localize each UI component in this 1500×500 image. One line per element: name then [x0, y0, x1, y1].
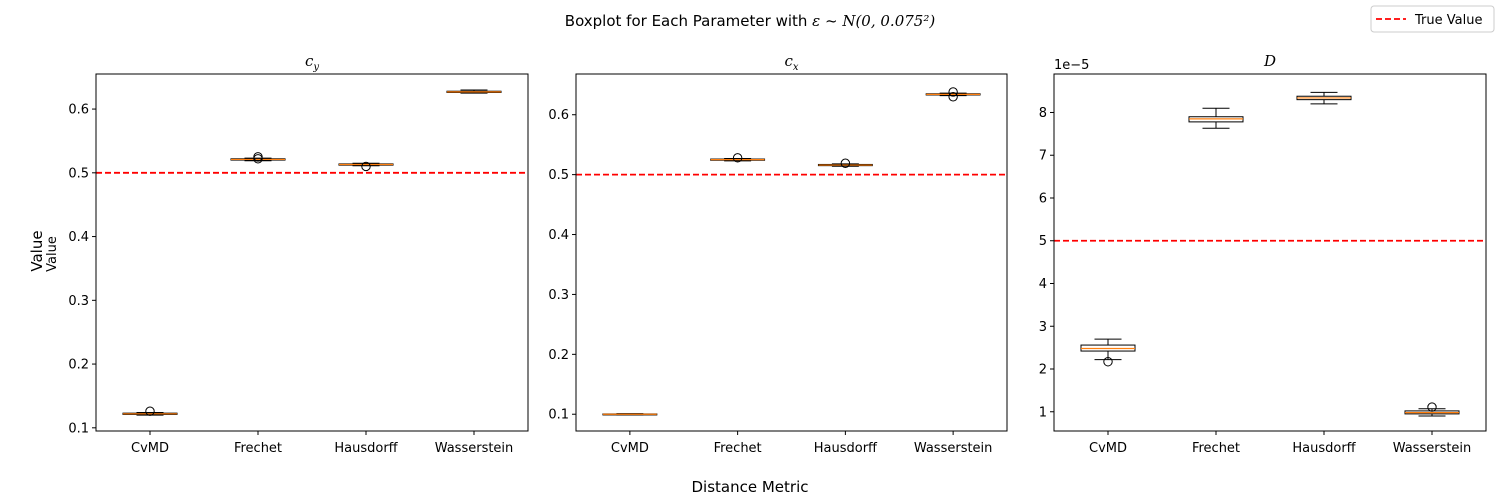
boxplot-hausdorff	[338, 161, 394, 172]
axes-frame	[1053, 73, 1487, 432]
x-tick-label: CvMD	[611, 441, 649, 456]
axes-1: cy 0.1 0.2 0.3 0.4 0.5 0.6 CvMD Frechet Hausdorff…	[68, 52, 529, 456]
axes-frame	[95, 73, 529, 432]
legend: True Value	[1370, 5, 1495, 33]
y-tick-label: 0.1	[68, 421, 89, 436]
boxplot-hausdorff	[817, 158, 873, 168]
flier-point	[732, 153, 743, 163]
y-tick-label: 0.1	[548, 408, 569, 423]
axes-2: cx 0.1 0.2 0.3 0.4 0.5 0.6 CvMD Frechet Hausdorff…	[548, 52, 1008, 456]
y-tick-label: 0.4	[68, 230, 89, 245]
axes-frame	[575, 73, 1008, 432]
y-tick-label: 3	[1039, 320, 1047, 335]
x-tick-label: Hausdorff	[334, 441, 398, 456]
y-tick-label: 6	[1039, 191, 1047, 206]
y-tick-label: 1	[1039, 405, 1047, 420]
y-axis-offset-label: 1e−5	[1054, 58, 1089, 73]
figure-supxlabel: Distance Metric	[692, 478, 809, 496]
boxplot-frechet	[230, 152, 286, 164]
x-tick-label: Frechet	[234, 441, 282, 456]
y-tick-label: 5	[1039, 234, 1047, 249]
y-tick-label: 7	[1039, 149, 1047, 164]
y-tick-label: 0.5	[68, 166, 89, 181]
y-tick-label: 0.6	[548, 108, 569, 123]
y-tick-label: 4	[1039, 277, 1047, 292]
axes-3-title: D	[1263, 52, 1276, 70]
y-tick-label: 0.4	[548, 228, 569, 243]
flier-point	[145, 406, 155, 416]
axes-3: D 1 2 3 4 5 6 7 8 1e−5 CvMD Frechet Hausdorff Wassers…	[1039, 52, 1487, 456]
y-tick-label: 0.2	[68, 358, 89, 373]
boxplot-frechet	[710, 153, 766, 163]
y-tick-label: 0.3	[68, 294, 89, 309]
axes-1-title: cy	[305, 52, 319, 73]
y-tick-label: 0.2	[548, 348, 569, 363]
panels: cy 0.1 0.2 0.3 0.4 0.5 0.6 CvMD Frechet Hausdorff…	[68, 52, 1487, 456]
flier-point	[1103, 357, 1113, 367]
y-tick-label: 8	[1039, 106, 1047, 121]
y-tick-label: 0.6	[68, 103, 89, 118]
figure-suptitle: Boxplot for Each Parameter with ε ~ N(0,…	[565, 12, 936, 30]
x-tick-label: Hausdorff	[1292, 441, 1356, 456]
x-tick-label: CvMD	[131, 441, 169, 456]
boxplot-cvmd	[122, 406, 178, 416]
y-tick-label: 0.3	[548, 288, 569, 303]
x-tick-label: Wasserstein	[914, 441, 993, 456]
axes-1-ylabel: Value	[45, 236, 60, 272]
boxplot-wasserstein	[925, 87, 981, 102]
x-tick-label: Hausdorff	[814, 441, 878, 456]
x-tick-label: Frechet	[1192, 441, 1240, 456]
axes-2-title: cx	[784, 52, 798, 73]
x-tick-label: CvMD	[1089, 441, 1127, 456]
flier-point	[253, 154, 263, 164]
legend-frame	[1370, 5, 1495, 33]
flier-point	[948, 92, 958, 102]
flier-point	[1427, 402, 1437, 412]
y-tick-label: 2	[1039, 363, 1047, 378]
legend-label: True Value	[1414, 13, 1482, 28]
boxplot-hausdorff	[1296, 91, 1352, 105]
boxplot-wasserstein	[1404, 402, 1460, 417]
boxplot-cvmd	[1080, 338, 1136, 367]
boxplot-cvmd	[602, 413, 658, 416]
y-tick-label: 0.5	[548, 168, 569, 183]
boxplot-frechet	[1188, 107, 1244, 129]
boxplot-wasserstein	[446, 89, 502, 94]
flier-point	[948, 87, 958, 97]
figure-supylabel: Value	[28, 230, 46, 271]
x-tick-label: Wasserstein	[1393, 441, 1472, 456]
flier-point	[361, 161, 371, 172]
flier-point	[840, 158, 851, 168]
x-tick-label: Frechet	[714, 441, 762, 456]
x-tick-label: Wasserstein	[435, 441, 514, 456]
